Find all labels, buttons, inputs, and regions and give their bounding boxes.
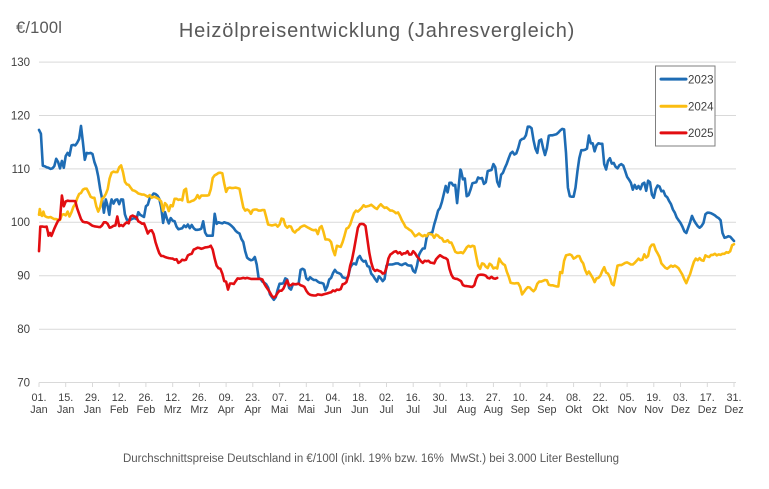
svg-text:Okt: Okt (565, 404, 582, 416)
svg-text:15.: 15. (58, 392, 73, 404)
svg-text:Jul: Jul (433, 404, 447, 416)
svg-text:120: 120 (11, 110, 30, 122)
svg-text:Mrz: Mrz (164, 404, 182, 416)
svg-text:04.: 04. (325, 392, 340, 404)
svg-text:07.: 07. (272, 392, 287, 404)
svg-text:80: 80 (17, 324, 30, 336)
svg-text:Sep: Sep (511, 404, 530, 416)
svg-text:100: 100 (11, 217, 30, 229)
svg-text:21.: 21. (299, 392, 314, 404)
svg-text:08.: 08. (566, 392, 581, 404)
svg-text:22.: 22. (593, 392, 608, 404)
svg-text:Jun: Jun (351, 404, 368, 416)
svg-text:Aug: Aug (484, 404, 503, 416)
svg-text:90: 90 (17, 271, 30, 283)
svg-text:17.: 17. (700, 392, 715, 404)
svg-text:19.: 19. (646, 392, 661, 404)
svg-text:18.: 18. (352, 392, 367, 404)
svg-text:Nov: Nov (644, 404, 664, 416)
svg-text:Durchschnittspreise Deutschlan: Durchschnittspreise Deutschland in €/100… (123, 453, 619, 465)
svg-text:Jan: Jan (30, 404, 47, 416)
svg-text:Feb: Feb (137, 404, 156, 416)
svg-text:02.: 02. (379, 392, 394, 404)
svg-text:2024: 2024 (688, 101, 714, 113)
svg-text:Aug: Aug (457, 404, 476, 416)
svg-text:Apr: Apr (218, 404, 235, 416)
svg-text:Dez: Dez (671, 404, 690, 416)
svg-text:23.: 23. (245, 392, 260, 404)
svg-text:29.: 29. (85, 392, 100, 404)
svg-text:Mai: Mai (271, 404, 288, 416)
svg-text:Okt: Okt (592, 404, 609, 416)
svg-text:26.: 26. (192, 392, 207, 404)
svg-text:Jan: Jan (57, 404, 74, 416)
svg-text:Jul: Jul (406, 404, 420, 416)
svg-text:26.: 26. (138, 392, 153, 404)
svg-text:10.: 10. (513, 392, 528, 404)
svg-text:09.: 09. (219, 392, 234, 404)
svg-text:12.: 12. (165, 392, 180, 404)
svg-text:27.: 27. (486, 392, 501, 404)
svg-text:Jan: Jan (84, 404, 101, 416)
svg-text:€/100l: €/100l (16, 19, 62, 37)
svg-text:Dez: Dez (724, 404, 743, 416)
svg-text:05.: 05. (620, 392, 635, 404)
svg-text:03.: 03. (673, 392, 688, 404)
svg-text:2023: 2023 (688, 74, 714, 86)
svg-text:Mai: Mai (298, 404, 315, 416)
svg-text:70: 70 (17, 377, 30, 389)
svg-text:Feb: Feb (110, 404, 129, 416)
svg-text:13.: 13. (459, 392, 474, 404)
svg-text:30.: 30. (432, 392, 447, 404)
svg-text:01.: 01. (31, 392, 46, 404)
svg-text:Jun: Jun (324, 404, 341, 416)
svg-text:2025: 2025 (688, 128, 714, 140)
svg-text:Nov: Nov (617, 404, 637, 416)
svg-text:Apr: Apr (244, 404, 261, 416)
svg-text:Sep: Sep (537, 404, 556, 416)
svg-text:110: 110 (12, 164, 30, 176)
svg-text:31.: 31. (726, 392, 741, 404)
svg-text:Heizölpreisentwicklung (Jahres: Heizölpreisentwicklung (Jahresvergleich) (179, 20, 575, 42)
svg-text:130: 130 (11, 57, 30, 69)
svg-text:Jul: Jul (380, 404, 394, 416)
svg-text:Dez: Dez (698, 404, 717, 416)
svg-text:16.: 16. (406, 392, 421, 404)
svg-text:24.: 24. (539, 392, 554, 404)
svg-text:12.: 12. (112, 392, 127, 404)
svg-text:Mrz: Mrz (190, 404, 208, 416)
